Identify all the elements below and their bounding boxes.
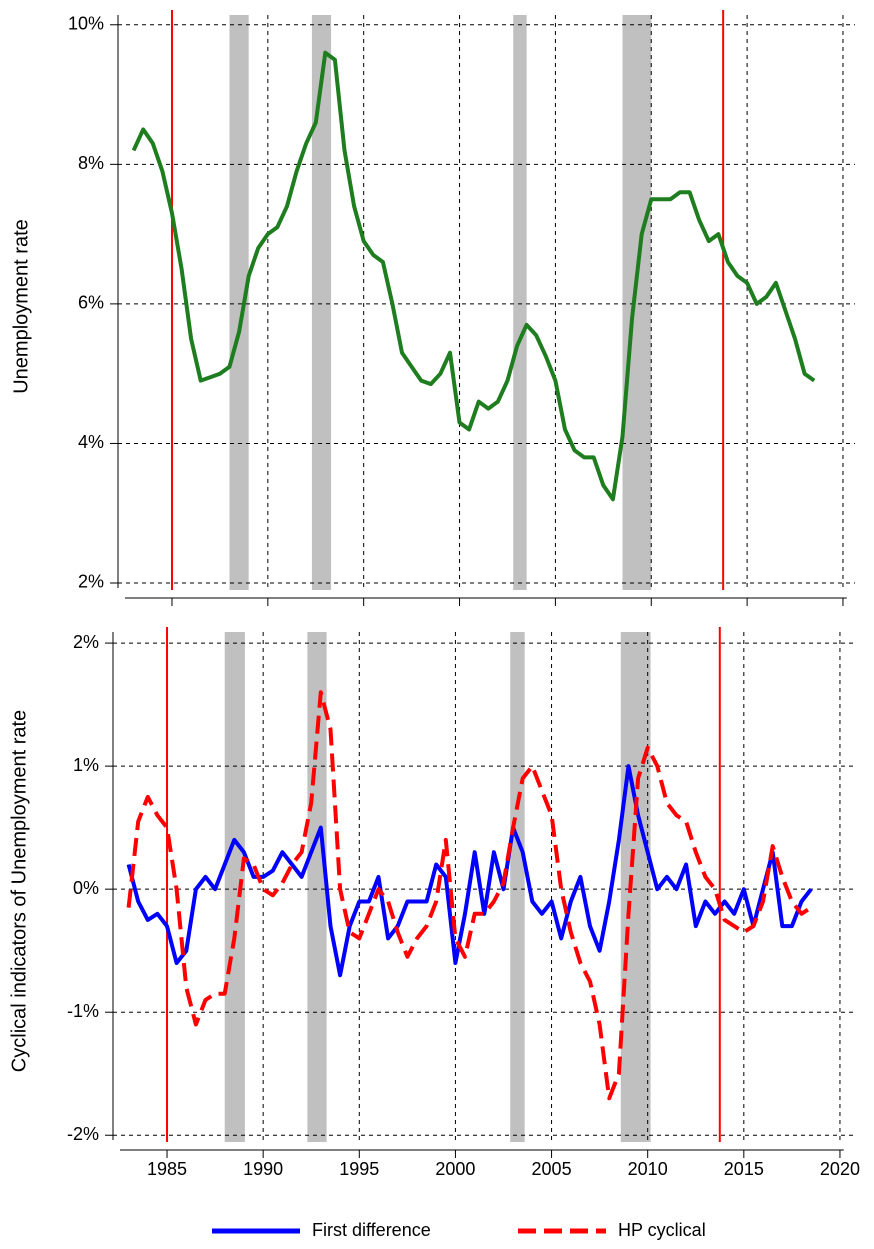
y-tick-label: 1% bbox=[73, 755, 99, 775]
x-tick-label: 2000 bbox=[435, 1159, 475, 1179]
y-axis-label: Cyclical indicators of Unemployment rate bbox=[8, 710, 30, 1072]
legend-label: HP cyclical bbox=[618, 1220, 706, 1240]
y-axis-label: Unemployment rate bbox=[10, 219, 32, 394]
recession-band bbox=[311, 15, 332, 590]
y-tick-label: 10% bbox=[68, 14, 104, 34]
series-line bbox=[126, 764, 813, 978]
x-tick-label: 2005 bbox=[532, 1159, 572, 1179]
y-tick-label: -1% bbox=[67, 1001, 99, 1021]
y-tick-label: 2% bbox=[73, 632, 99, 652]
y-tick-label: 4% bbox=[78, 432, 104, 452]
x-tick-label: 1985 bbox=[147, 1159, 187, 1179]
recession-band bbox=[229, 15, 249, 590]
y-tick-label: 2% bbox=[78, 572, 104, 592]
series-line bbox=[131, 50, 816, 502]
x-tick-label: 2010 bbox=[628, 1159, 668, 1179]
recession-band bbox=[307, 632, 327, 1142]
y-tick-label: 0% bbox=[73, 878, 99, 898]
y-tick-label: 8% bbox=[78, 153, 104, 173]
x-tick-label: 1990 bbox=[243, 1159, 283, 1179]
series-line bbox=[126, 690, 813, 1101]
x-tick-label: 2020 bbox=[820, 1159, 860, 1179]
recession-band bbox=[510, 632, 525, 1142]
panel: -2% -1% 0% 1% 2% 1985 1990 1995 2000 2005 2010 2015… bbox=[8, 627, 860, 1179]
x-tick-label: 2015 bbox=[724, 1159, 764, 1179]
panel: 2% 4% 6% 8% 10% Unemployment rate bbox=[10, 10, 855, 606]
recession-band bbox=[513, 15, 527, 590]
x-tick-label: 1995 bbox=[339, 1159, 379, 1179]
legend-label: First difference bbox=[312, 1220, 431, 1240]
recession-band bbox=[620, 632, 651, 1142]
recession-band bbox=[224, 632, 245, 1142]
recession-band bbox=[622, 15, 652, 590]
y-tick-label: -2% bbox=[67, 1124, 99, 1144]
y-tick-label: 6% bbox=[78, 293, 104, 313]
